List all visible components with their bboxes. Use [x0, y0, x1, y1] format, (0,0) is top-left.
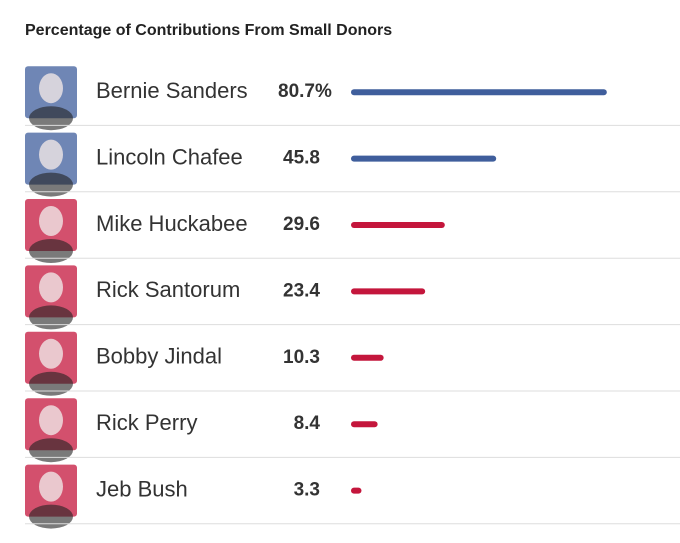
- value-label: 8.4: [294, 413, 321, 434]
- photo-face: [39, 272, 63, 303]
- candidate-name: Mike Huckabee: [96, 211, 248, 236]
- value-label: 80.7%: [278, 81, 332, 102]
- bar: [351, 222, 445, 228]
- photo-body: [29, 305, 73, 330]
- value-label: 10.3: [283, 347, 320, 368]
- photo-body: [29, 371, 73, 396]
- photo-body: [29, 239, 73, 263]
- value-label: 29.6: [283, 214, 320, 235]
- bar: [351, 89, 607, 96]
- photo-face: [39, 338, 63, 369]
- photo: [25, 132, 77, 197]
- candidate-name: Bernie Sanders: [96, 78, 248, 103]
- photo-body: [29, 438, 73, 463]
- bar: [351, 288, 426, 295]
- photo-face: [39, 206, 63, 236]
- photo-face: [39, 139, 63, 170]
- photo: [25, 464, 77, 529]
- photo-face: [39, 405, 63, 436]
- candidate-name: Rick Perry: [96, 410, 197, 435]
- photo: [25, 265, 77, 330]
- candidate-name: Bobby Jindal: [96, 344, 222, 369]
- photo: [25, 331, 77, 396]
- photo-body: [29, 504, 73, 529]
- photo-face: [39, 73, 63, 104]
- bar: [351, 354, 384, 361]
- candidate-name: Lincoln Chafee: [96, 144, 243, 169]
- photo: [25, 66, 77, 131]
- photo: [25, 398, 77, 463]
- value-label: 3.3: [294, 480, 320, 501]
- photo-body: [29, 172, 73, 197]
- photo: [25, 199, 77, 263]
- candidate-name: Jeb Bush: [96, 476, 188, 501]
- chart-title: Percentage of Contributions From Small D…: [25, 22, 392, 39]
- photo-face: [39, 471, 63, 502]
- value-label: 45.8: [283, 148, 320, 169]
- bar: [351, 421, 378, 428]
- bar: [351, 155, 497, 162]
- photo-body: [29, 106, 73, 131]
- bar: [351, 487, 362, 494]
- value-label: 23.4: [283, 280, 320, 301]
- candidate-name: Rick Santorum: [96, 277, 240, 302]
